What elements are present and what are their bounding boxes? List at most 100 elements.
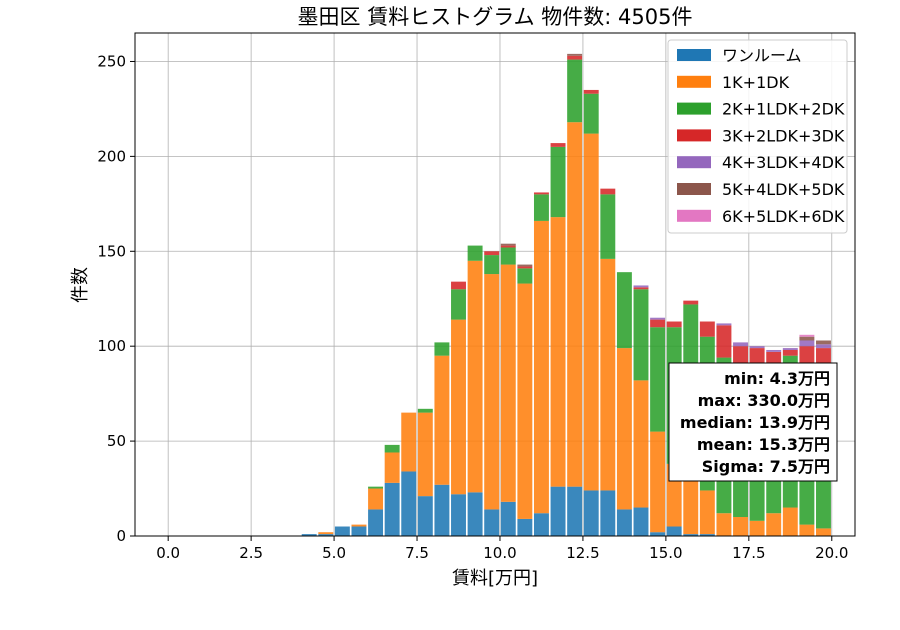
bar-segment-series-0 xyxy=(384,482,400,536)
bar-segment-series-4 xyxy=(782,348,798,350)
bar-segment-series-1 xyxy=(318,532,334,535)
bar-segment-series-3 xyxy=(500,245,516,248)
bar-segment-series-4 xyxy=(633,285,649,288)
bar-segment-series-5 xyxy=(567,53,583,56)
bar-segment-series-1 xyxy=(699,490,715,535)
bar-segment-series-3 xyxy=(683,300,699,305)
stats-line: median: 13.9万円 xyxy=(680,413,830,432)
bar-segment-series-1 xyxy=(799,524,815,536)
bar-segment-series-1 xyxy=(633,380,649,508)
legend-swatch xyxy=(677,209,711,222)
bar-segment-series-1 xyxy=(533,220,549,514)
bar-segment-series-2 xyxy=(484,255,500,275)
bar-segment-series-5 xyxy=(816,340,831,345)
bar-segment-series-3 xyxy=(666,321,682,328)
bar-segment-series-1 xyxy=(401,412,417,472)
bar-segment-series-2 xyxy=(633,289,649,381)
legend-swatch xyxy=(677,75,711,88)
legend-label: ワンルーム xyxy=(722,46,802,65)
bar-segment-series-2 xyxy=(434,342,450,356)
bar-segment-series-2 xyxy=(384,444,400,453)
bar-segment-series-1 xyxy=(567,122,583,487)
bar-segment-series-0 xyxy=(583,490,599,536)
stats-line: Sigma: 7.5万円 xyxy=(702,457,830,476)
bar-segment-series-0 xyxy=(567,486,583,536)
bar-segment-series-1 xyxy=(384,452,400,483)
x-axis-label: 賃料[万円] xyxy=(452,568,538,589)
bar-segment-series-1 xyxy=(351,524,367,527)
bar-segment-series-1 xyxy=(434,355,450,485)
bar-segment-series-2 xyxy=(451,289,466,320)
bar-segment-series-0 xyxy=(699,534,715,536)
bar-segment-series-3 xyxy=(533,192,549,195)
stats-line: mean: 15.3万円 xyxy=(697,435,830,454)
bar-segment-series-0 xyxy=(434,484,450,536)
bar-segment-series-4 xyxy=(749,346,765,349)
stats-line: max: 330.0万円 xyxy=(698,391,830,410)
bar-segment-series-6 xyxy=(799,334,815,337)
bar-segment-series-2 xyxy=(417,408,433,413)
y-tick-label: 50 xyxy=(107,432,126,450)
legend-swatch xyxy=(677,156,711,169)
bar-segment-series-5 xyxy=(500,243,516,246)
bar-segment-series-3 xyxy=(550,143,566,147)
bar-segment-series-0 xyxy=(500,501,516,536)
y-tick-label: 200 xyxy=(97,147,126,165)
bar-segment-series-0 xyxy=(484,509,500,536)
bar-segment-series-3 xyxy=(600,188,616,195)
y-tick-label: 250 xyxy=(97,52,126,70)
legend: ワンルーム 1K+1DK 2K+1LDK+2DK 3K+2LDK+3DK 4K+3LDK… xyxy=(667,39,848,234)
bar-segment-series-1 xyxy=(616,348,632,510)
bar-segment-series-0 xyxy=(600,490,616,536)
bar-segment-series-2 xyxy=(616,272,632,349)
chart-title: 墨田区 賃料ヒストグラム 物件数: 4505件 xyxy=(298,5,693,29)
bar-segment-series-1 xyxy=(467,260,483,493)
legend-swatch xyxy=(677,183,711,195)
y-tick-layer: 0 50 100 150 200 250 xyxy=(97,52,135,545)
bar-segment-series-0 xyxy=(368,509,384,536)
legend-label: 6K+5LDK+6DK xyxy=(722,207,845,226)
bar-segment-series-1 xyxy=(368,488,384,510)
bar-segment-series-4 xyxy=(733,342,748,347)
x-tick-label: 2.5 xyxy=(239,544,263,562)
bar-segment-series-4 xyxy=(816,344,831,349)
bar-segment-series-0 xyxy=(351,526,367,536)
x-tick-label: 5.0 xyxy=(322,544,346,562)
bar-segment-series-0 xyxy=(550,486,566,536)
plot-frame xyxy=(134,32,856,537)
y-axis-label: 件数 xyxy=(70,267,91,303)
legend-label: 4K+3LDK+4DK xyxy=(722,153,845,172)
legend-swatch xyxy=(677,102,711,115)
bar-segment-series-0 xyxy=(401,471,417,536)
legend-swatch xyxy=(677,129,711,142)
bar-segment-series-2 xyxy=(583,93,599,134)
bar-segment-series-1 xyxy=(484,274,500,510)
bar-segment-series-0 xyxy=(334,526,350,536)
bar-segment-series-2 xyxy=(567,59,583,123)
legend-label: 1K+1DK xyxy=(722,73,790,92)
bar-segment-series-1 xyxy=(782,507,798,536)
bar-segment-series-4 xyxy=(650,317,666,320)
bar-segment-series-4 xyxy=(799,340,815,347)
bar-segment-series-0 xyxy=(683,534,699,536)
bar-segment-series-2 xyxy=(600,194,616,259)
bar-segment-series-1 xyxy=(749,520,765,536)
x-tick-label: 7.5 xyxy=(405,544,429,562)
legend-box xyxy=(667,39,848,234)
bar-segment-series-2 xyxy=(650,327,666,432)
stats-annotation: min: 4.3万円 max: 330.0万円 median: 13.9万円 mean… xyxy=(668,362,838,482)
bar-segment-series-0 xyxy=(616,509,632,536)
bar-segment-series-4 xyxy=(716,323,732,326)
bar-segment-series-1 xyxy=(716,513,732,536)
x-tick-label: 10.0 xyxy=(483,544,516,562)
bar-segment-series-1 xyxy=(733,517,748,536)
bar-segment-series-4 xyxy=(766,349,782,352)
bar-segment-series-2 xyxy=(467,245,483,261)
x-tick-label: 20.0 xyxy=(815,544,848,562)
y-tick-label: 100 xyxy=(97,337,126,355)
bar-segment-series-1 xyxy=(451,319,466,495)
bar-segment-series-1 xyxy=(816,528,831,536)
legend-label: 3K+2LDK+3DK xyxy=(722,126,845,145)
